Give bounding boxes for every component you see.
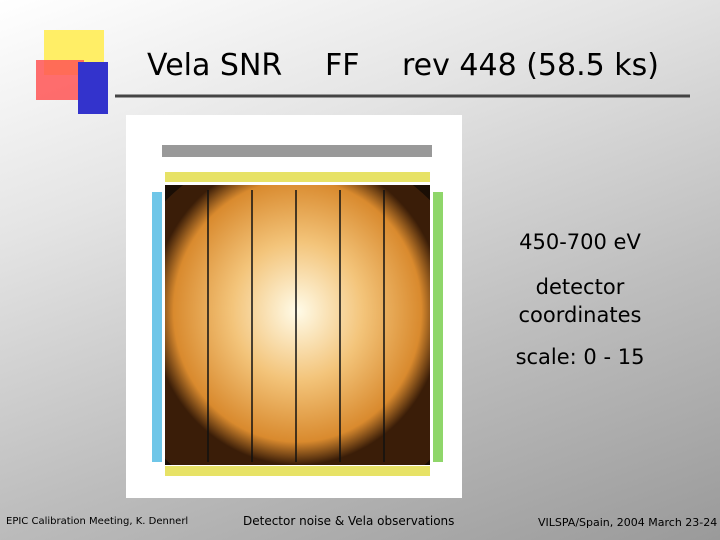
footer-right: VILSPA/Spain, 2004 March 23-24 (538, 516, 718, 529)
title-target: Vela SNR (147, 48, 283, 83)
footer-center: Detector noise & Vela observations (243, 514, 455, 528)
top-strip (165, 172, 430, 182)
logo-red (36, 60, 84, 100)
scale: scale: 0 - 15 (515, 345, 645, 369)
title-revolution: rev 448 (58.5 ks) (402, 48, 659, 83)
left-strip (152, 192, 162, 462)
ccd-borders (207, 190, 385, 462)
right-strip (433, 192, 443, 462)
coordinates-line1: detector (535, 275, 625, 299)
detector-image (165, 185, 430, 465)
title-mode: FF (325, 48, 360, 83)
bottom-strip (165, 466, 430, 476)
footer-left: EPIC Calibration Meeting, K. Dennerl (6, 516, 189, 527)
coordinates-line2: coordinates (518, 303, 642, 327)
energy-band: 450-700 eV (519, 230, 641, 254)
logo-blue (78, 62, 108, 114)
colorbar (162, 145, 432, 157)
